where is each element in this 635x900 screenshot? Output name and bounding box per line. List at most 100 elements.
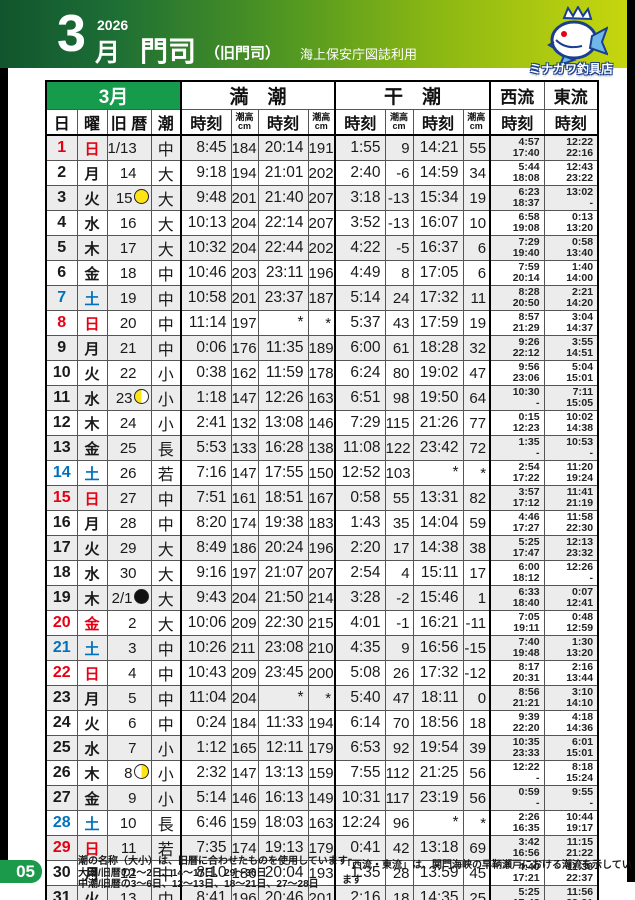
low-tide-height-2: 59 [462, 510, 491, 536]
low-tide-height-2: 77 [462, 410, 491, 436]
low-tide-height-1: -6 [384, 160, 414, 186]
low-tide-time-1: 12:52 [334, 460, 386, 486]
tide-row: 4 水 16 大 10:13 204 22:14 207 3:52 -13 16:07 10 6:58 1… [45, 210, 599, 236]
west-flow-times: 7:40 19:48 [489, 635, 545, 661]
lunar-date: 6 [106, 710, 152, 736]
high-tide-height-2: 183 [307, 510, 336, 536]
low-tide-height-2: 6 [462, 235, 491, 261]
weekday: 木 [76, 760, 108, 786]
east-flow-times: 11:58 22:30 [543, 510, 599, 536]
high-tide-time-1: 5:53 [180, 435, 232, 461]
high-tide-time-1: 2:32 [180, 760, 232, 786]
high-tide-height-2: 214 [307, 585, 336, 611]
tide-name: 中 [150, 685, 182, 711]
left-edge-bar [0, 68, 8, 882]
low-tide-height-2: 56 [462, 785, 491, 811]
high-tide-time-2: 23:11 [257, 260, 309, 286]
high-tide-height-1: 184 [230, 710, 259, 736]
tide-name: 大 [150, 185, 182, 211]
high-tide-height-1: 197 [230, 310, 259, 336]
place-name: 門司 [140, 36, 197, 67]
west-flow-times: 10:35 23:33 [489, 735, 545, 761]
high-tide-time-2: 11:35 [257, 335, 309, 361]
low-tide-height-2: 69 [462, 835, 491, 861]
lunar-date: 4 [106, 660, 152, 686]
high-tide-height-1: 147 [230, 385, 259, 411]
west-flow-times: 8:17 20:31 [489, 660, 545, 686]
east-flow-times: 8:18 15:24 [543, 760, 599, 786]
high-tide-time-1: 11:04 [180, 685, 232, 711]
low-tide-time-2: 15:34 [412, 185, 464, 211]
low-tide-time-1: 0:41 [334, 835, 386, 861]
weekday: 日 [76, 134, 108, 161]
low-tide-time-2: 18:56 [412, 710, 464, 736]
high-tide-time-2: 21:07 [257, 560, 309, 586]
east-flow-times: 12:26- [543, 560, 599, 586]
tide-row: 16 月 28 中 8:20 174 19:38 183 1:43 35 14:04 59 4:46 17… [45, 510, 599, 536]
high-tide-time-2: 16:28 [257, 435, 309, 461]
east-flow-times: 10:02 14:38 [543, 410, 599, 436]
low-tide-height-1: 70 [384, 710, 414, 736]
tide-name: 若 [150, 460, 182, 486]
low-tide-time-1: 5:14 [334, 285, 386, 311]
high-tide-time-2: 21:01 [257, 160, 309, 186]
low-tide-height-2: * [462, 460, 491, 486]
weekday: 金 [76, 785, 108, 811]
low-tide-time-2: 23:42 [412, 435, 464, 461]
low-tide-time-1: 0:58 [334, 485, 386, 511]
high-tide-time-1: 8:20 [180, 510, 232, 536]
east-flow-times: 12:43 23:22 [543, 160, 599, 186]
low-tide-height-2: 64 [462, 385, 491, 411]
high-tide-height-2: 178 [307, 360, 336, 386]
east-flow-times: 11:20 19:24 [543, 460, 599, 486]
high-tide-height-1: 197 [230, 560, 259, 586]
day-number: 15 [45, 485, 78, 511]
high-tide-height-2: 196 [307, 260, 336, 286]
low-tide-time-1: 2:20 [334, 535, 386, 561]
low-tide-height-2: 82 [462, 485, 491, 511]
low-tide-height-2: 18 [462, 710, 491, 736]
high-tide-height-1: 159 [230, 810, 259, 836]
high-tide-height-2: * [307, 685, 336, 711]
high-tide-time-1: 8:45 [180, 134, 232, 161]
east-flow-times: 0:07 12:41 [543, 585, 599, 611]
high-tide-height-2: 202 [307, 235, 336, 261]
low-tide-height-2: -11 [462, 610, 491, 636]
source-note: 海上保安庁図誌利用 [300, 47, 418, 62]
tide-row: 22 日 4 中 10:43 209 23:45 200 5:08 26 17:32 -12 8:17 2… [45, 660, 599, 686]
day-number: 24 [45, 710, 78, 736]
low-tide-time-1: 5:40 [334, 685, 386, 711]
high-tide-height-2: 163 [307, 810, 336, 836]
col-lunar: 旧 暦 [106, 109, 152, 136]
high-tide-time-2: 23:37 [257, 285, 309, 311]
tide-row: 8 日 20 中 11:14 197 * * 5:37 43 17:59 19 8:57 21:29 3:0… [45, 310, 599, 336]
low-tide-time-2: 18:28 [412, 335, 464, 361]
high-tide-time-2: 21:40 [257, 185, 309, 211]
tide-name: 中 [150, 335, 182, 361]
weekday: 月 [76, 335, 108, 361]
footer-note-flow: 「西流・東流」は、関門海峡の早鞆瀬戸における潮流を示しています [342, 860, 632, 886]
low-tide-height-2: 6 [462, 260, 491, 286]
high-tide-time-1: 10:46 [180, 260, 232, 286]
tide-row: 26 木 8 小 2:32 147 13:13 159 7:55 112 21:25 56 12:22-… [45, 760, 599, 786]
low-tide-height-1: 17 [384, 535, 414, 561]
lunar-date: 18 [106, 260, 152, 286]
footer-notes: 潮の名称（大小）は、旧暦に合わせたものを使用しています 大潮/旧暦の1～2日、1… [78, 856, 348, 891]
high-tide-height-1: 209 [230, 660, 259, 686]
shop-logo: ミナガワ釣具店 [519, 6, 623, 78]
high-tide-time-2: 21:50 [257, 585, 309, 611]
lunar-date: 11 [106, 835, 152, 861]
high-tide-time-1: 8:49 [180, 535, 232, 561]
high-tide-time-1: 6:46 [180, 810, 232, 836]
low-tide-height-1: -13 [384, 210, 414, 236]
tide-row: 17 火 29 大 8:49 186 20:24 196 2:20 17 14:38 38 5:25 17… [45, 535, 599, 561]
high-tide-time-1: 9:16 [180, 560, 232, 586]
high-tide-height-2: 191 [307, 134, 336, 161]
low-tide-height-1: 115 [384, 410, 414, 436]
col-time: 時刻 [543, 109, 599, 136]
tide-name: 大 [150, 235, 182, 261]
day-number: 14 [45, 460, 78, 486]
tide-row: 19 木 2/1 大 9:43 204 21:50 214 3:28 -2 15:46 1 6:33 18… [45, 585, 599, 611]
high-tide-time-2: 18:03 [257, 810, 309, 836]
day-number: 19 [45, 585, 78, 611]
